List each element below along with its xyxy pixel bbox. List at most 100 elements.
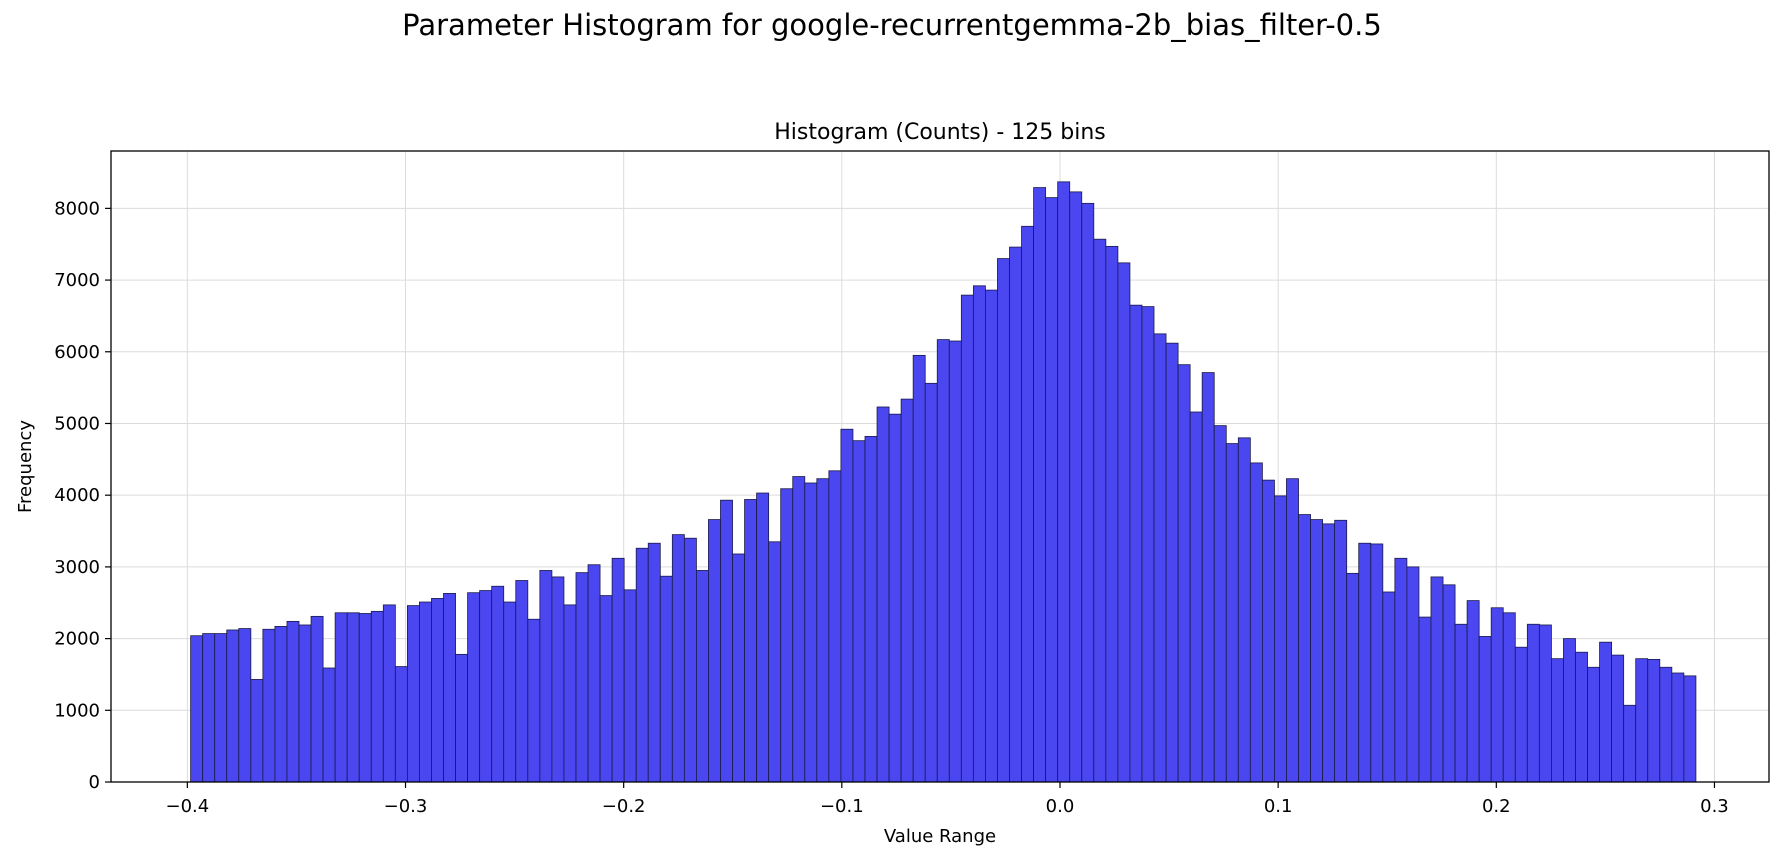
histogram-bar bbox=[298, 624, 312, 783]
histogram-bar bbox=[948, 340, 962, 783]
histogram-bar bbox=[1177, 364, 1191, 783]
x-tick-label: 0.3 bbox=[1700, 796, 1729, 817]
histogram-bar bbox=[804, 482, 818, 783]
histogram-bar bbox=[394, 666, 408, 783]
histogram-bar bbox=[647, 542, 661, 783]
histogram-bar bbox=[936, 339, 950, 783]
y-tick-label: 7000 bbox=[54, 270, 100, 291]
histogram-bar bbox=[214, 633, 228, 783]
histogram-bar bbox=[406, 605, 420, 783]
histogram-bar bbox=[575, 572, 589, 783]
histogram-bar bbox=[1683, 675, 1697, 783]
histogram-bar bbox=[310, 615, 324, 783]
histogram-bar bbox=[274, 626, 288, 783]
x-tick-label: −0.4 bbox=[165, 796, 209, 817]
histogram-bar bbox=[491, 585, 505, 783]
histogram-bar bbox=[1141, 306, 1155, 783]
histogram-bar bbox=[551, 576, 565, 783]
histogram-bar bbox=[720, 499, 733, 783]
histogram-bar bbox=[286, 620, 300, 783]
histogram-bar bbox=[780, 488, 794, 783]
histogram-bar bbox=[1033, 187, 1047, 783]
histogram-bar bbox=[226, 629, 240, 783]
histogram-bar bbox=[1587, 666, 1600, 783]
histogram-bar bbox=[997, 258, 1010, 783]
histogram-bar bbox=[1189, 411, 1203, 783]
histogram-bar bbox=[635, 547, 649, 783]
histogram-bar bbox=[1261, 479, 1275, 783]
y-tick-label: 2000 bbox=[54, 629, 100, 650]
histogram-bar bbox=[1418, 616, 1432, 783]
histogram-bar bbox=[1611, 654, 1625, 783]
axes-title: Histogram (Counts) - 125 bins bbox=[774, 120, 1105, 145]
histogram-bar bbox=[1249, 462, 1263, 783]
histogram-bar bbox=[1153, 333, 1167, 783]
histogram-bar bbox=[250, 679, 264, 783]
histogram-bar bbox=[1334, 519, 1348, 783]
histogram-bar bbox=[1298, 514, 1311, 783]
histogram-bar bbox=[190, 635, 204, 783]
histogram-bar bbox=[1526, 623, 1540, 783]
histogram-bar bbox=[744, 499, 758, 783]
histogram-bar bbox=[611, 557, 625, 783]
histogram-bar bbox=[1430, 576, 1444, 783]
y-tick-label: 8000 bbox=[54, 198, 100, 219]
histogram-bar bbox=[671, 534, 685, 783]
histogram-bar bbox=[1225, 443, 1239, 783]
x-tick-label: 0.2 bbox=[1482, 796, 1511, 817]
histogram-bar bbox=[900, 398, 914, 783]
histogram-bar bbox=[515, 580, 529, 783]
y-tick-label: 0 bbox=[89, 772, 100, 793]
histogram-bar bbox=[1213, 425, 1227, 783]
y-axis-label: Frequency bbox=[15, 420, 36, 513]
x-tick-label: 0.0 bbox=[1046, 796, 1075, 817]
histogram-bar bbox=[1093, 238, 1107, 783]
histogram-bar bbox=[358, 613, 372, 783]
histogram-bar bbox=[1346, 572, 1360, 783]
figure-title: Parameter Histogram for google-recurrent… bbox=[402, 8, 1382, 42]
histogram-bar bbox=[1274, 495, 1287, 783]
histogram-bar bbox=[262, 628, 276, 783]
histogram-bar bbox=[599, 595, 613, 783]
y-tick-label: 6000 bbox=[54, 342, 100, 363]
histogram-bar bbox=[527, 618, 541, 783]
histogram-bar bbox=[334, 612, 348, 783]
histogram-bars bbox=[190, 181, 1697, 783]
y-tick-label: 4000 bbox=[54, 485, 100, 506]
histogram-bar bbox=[1490, 607, 1504, 783]
histogram-bar bbox=[1081, 202, 1095, 783]
histogram-bar bbox=[1563, 638, 1576, 783]
histogram-bar bbox=[1478, 636, 1492, 783]
histogram-bar bbox=[1538, 624, 1552, 783]
y-tick-label: 3000 bbox=[54, 557, 100, 578]
histogram-bar bbox=[1671, 672, 1685, 783]
histogram-bar bbox=[888, 413, 902, 783]
histogram-bar bbox=[1237, 437, 1251, 783]
histogram-bar bbox=[1551, 658, 1564, 783]
histogram-bar bbox=[840, 428, 854, 783]
x-tick-label: −0.1 bbox=[820, 796, 864, 817]
histogram-bar bbox=[1310, 519, 1324, 783]
histogram-bar bbox=[1057, 181, 1071, 783]
histogram-bar bbox=[708, 519, 721, 783]
histogram-bar bbox=[912, 354, 926, 783]
y-tick-label: 1000 bbox=[54, 700, 100, 721]
histogram-bar bbox=[756, 492, 770, 783]
histogram-bar bbox=[1322, 523, 1336, 783]
axes-frame bbox=[110, 150, 1770, 783]
histogram-bar bbox=[238, 628, 252, 783]
histogram-bar bbox=[1575, 651, 1588, 783]
histogram-bar bbox=[503, 601, 517, 783]
x-tick-label: 0.1 bbox=[1264, 796, 1293, 817]
histogram-bar bbox=[972, 285, 986, 783]
histogram-bar bbox=[768, 541, 782, 783]
histogram-bar bbox=[1454, 623, 1468, 783]
histogram-bar bbox=[864, 435, 878, 783]
histogram-bar bbox=[985, 289, 998, 783]
histogram-bar bbox=[683, 537, 697, 783]
histogram-bar bbox=[623, 589, 637, 783]
histogram-bar bbox=[479, 590, 493, 783]
histogram-bar bbox=[322, 667, 336, 783]
histogram-bar bbox=[419, 601, 432, 783]
y-axis-ticks: 0 1000 2000 3000 4000 5000 6000 7000 8000 bbox=[54, 198, 111, 793]
